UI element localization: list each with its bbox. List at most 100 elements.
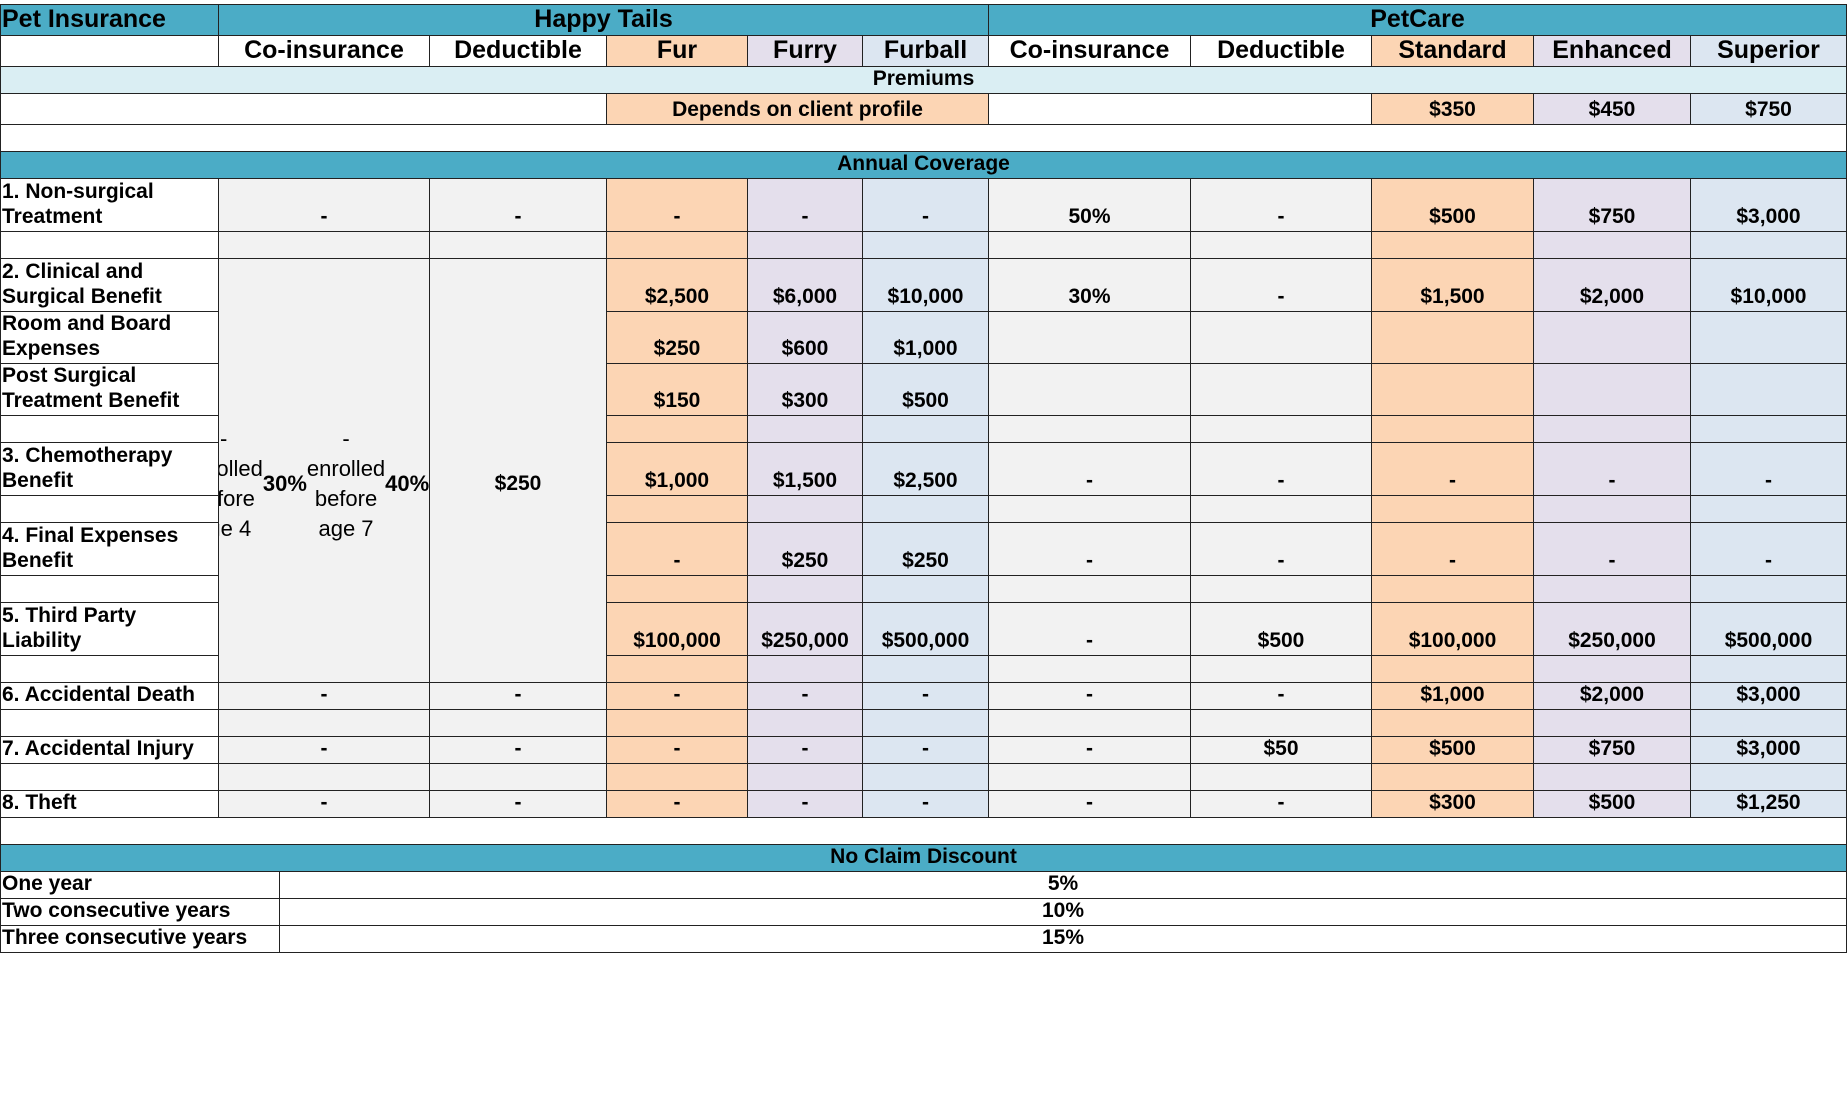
spacer-cell xyxy=(748,416,863,443)
spacer-cell xyxy=(1534,232,1691,259)
spacer-cell xyxy=(748,496,863,523)
spacer-cell xyxy=(1191,232,1372,259)
clinical-surgical-benefit-value: $2,500 xyxy=(607,259,748,312)
chemotherapy-benefit-value: - xyxy=(1372,443,1534,496)
accidental-death-value: $3,000 xyxy=(1691,683,1847,710)
provider-happy-tails: Happy Tails xyxy=(219,4,989,36)
accidental-death-value: - xyxy=(1191,683,1372,710)
accidental-injury-value: - xyxy=(430,737,607,764)
spacer-cell xyxy=(1191,576,1372,603)
third-party-liability-value: $500 xyxy=(1191,603,1372,656)
spacer-cell xyxy=(430,710,607,737)
spacer-cell xyxy=(1534,496,1691,523)
post-surgical-treatment-value: $300 xyxy=(748,364,863,416)
spacer-cell xyxy=(863,232,989,259)
theft-value: - xyxy=(219,791,430,818)
spacer-cell xyxy=(1691,364,1847,416)
final-expenses-benefit-value: - xyxy=(1691,523,1847,576)
accidental-injury-value: $3,000 xyxy=(1691,737,1847,764)
theft-value: - xyxy=(748,791,863,818)
accidental-death-label: 6. Accidental Death xyxy=(0,683,219,710)
clinical-surgical-benefit-value: 30% xyxy=(989,259,1191,312)
final-expenses-benefit-value: $250 xyxy=(748,523,863,576)
clinical-surgical-benefit-value: $2,000 xyxy=(1534,259,1691,312)
spacer-cell xyxy=(863,710,989,737)
post-surgical-treatment-value: $500 xyxy=(863,364,989,416)
column-header: Deductible xyxy=(1191,36,1372,67)
premium-value: $750 xyxy=(1691,94,1847,125)
spacer-cell xyxy=(1372,232,1534,259)
spacer-cell xyxy=(1191,416,1372,443)
non-surgical-treatment-label: 1. Non-surgical Treatment xyxy=(0,179,219,232)
final-expenses-benefit-value: - xyxy=(989,523,1191,576)
spacer-cell xyxy=(1691,576,1847,603)
chemotherapy-benefit-value: $1,000 xyxy=(607,443,748,496)
premium-value: $350 xyxy=(1372,94,1534,125)
spacer-cell xyxy=(1191,710,1372,737)
non-surgical-treatment-value: $750 xyxy=(1534,179,1691,232)
column-header: Furball xyxy=(863,36,989,67)
no-claim-period-label: Three consecutive years xyxy=(0,926,280,953)
pet-insurance-comparison-table: Pet Insurance Happy Tails PetCare Co-insura… xyxy=(0,4,1847,1111)
spacer-cell xyxy=(989,232,1191,259)
spacer-cell xyxy=(989,496,1191,523)
spacer-cell xyxy=(1534,416,1691,443)
column-header: Fur xyxy=(607,36,748,67)
column-header: Enhanced xyxy=(1534,36,1691,67)
third-party-liability-value: $500,000 xyxy=(863,603,989,656)
post-surgical-treatment-label: Post Surgical Treatment Benefit xyxy=(0,364,219,416)
spacer-cell xyxy=(863,656,989,683)
accidental-injury-value: $500 xyxy=(1372,737,1534,764)
non-surgical-treatment-value: - xyxy=(863,179,989,232)
spacer-cell xyxy=(1691,312,1847,364)
spacer-cell xyxy=(1534,764,1691,791)
non-surgical-treatment-value: $3,000 xyxy=(1691,179,1847,232)
non-surgical-treatment-value: - xyxy=(748,179,863,232)
spacer-row xyxy=(0,416,219,443)
column-header: Co-insurance xyxy=(219,36,430,67)
spacer-row xyxy=(0,496,219,523)
spacer-cell xyxy=(1191,364,1372,416)
spacer-cell xyxy=(1372,710,1534,737)
accidental-injury-value: $50 xyxy=(1191,737,1372,764)
spacer-cell xyxy=(1534,656,1691,683)
no-claim-discount-value: 10% xyxy=(280,899,1847,926)
third-party-liability-value: $100,000 xyxy=(1372,603,1534,656)
spacer-cell xyxy=(219,764,430,791)
premium-blank xyxy=(989,94,1372,125)
chemotherapy-benefit-value: $1,500 xyxy=(748,443,863,496)
spacer-cell xyxy=(748,576,863,603)
accidental-death-value: - xyxy=(430,683,607,710)
room-board-expenses-value: $1,000 xyxy=(863,312,989,364)
happy-tails-deductible: $250 xyxy=(430,259,607,710)
spacer-row xyxy=(0,710,219,737)
spacer-cell xyxy=(607,576,748,603)
chemotherapy-benefit-value: - xyxy=(1691,443,1847,496)
spacer-cell xyxy=(989,656,1191,683)
spacer-cell xyxy=(1191,656,1372,683)
spacer-cell xyxy=(1372,656,1534,683)
spacer-cell xyxy=(607,496,748,523)
non-surgical-treatment-value: - xyxy=(1191,179,1372,232)
spacer-row xyxy=(0,232,219,259)
spacer-cell xyxy=(748,232,863,259)
theft-value: $500 xyxy=(1534,791,1691,818)
accidental-death-value: - xyxy=(989,683,1191,710)
final-expenses-benefit-value: - xyxy=(1191,523,1372,576)
clinical-surgical-benefit-value: $6,000 xyxy=(748,259,863,312)
section-premiums: Premiums xyxy=(0,67,1847,94)
chemotherapy-benefit-value: - xyxy=(1534,443,1691,496)
spacer-cell xyxy=(989,764,1191,791)
final-expenses-benefit-value: $250 xyxy=(863,523,989,576)
spacer-cell xyxy=(430,232,607,259)
spacer-cell xyxy=(1691,496,1847,523)
final-expenses-benefit-value: - xyxy=(1372,523,1534,576)
spacer-cell xyxy=(219,656,430,683)
spacer-cell xyxy=(430,656,607,683)
happy-tails-coinsurance-tiers: 20% - enrolled before age 430% - enrolle… xyxy=(141,259,507,710)
accidental-injury-label: 7. Accidental Injury xyxy=(0,737,219,764)
theft-label: 8. Theft xyxy=(0,791,219,818)
spacer-cell xyxy=(1372,312,1534,364)
spacer-cell xyxy=(989,364,1191,416)
spacer-cell xyxy=(607,416,748,443)
